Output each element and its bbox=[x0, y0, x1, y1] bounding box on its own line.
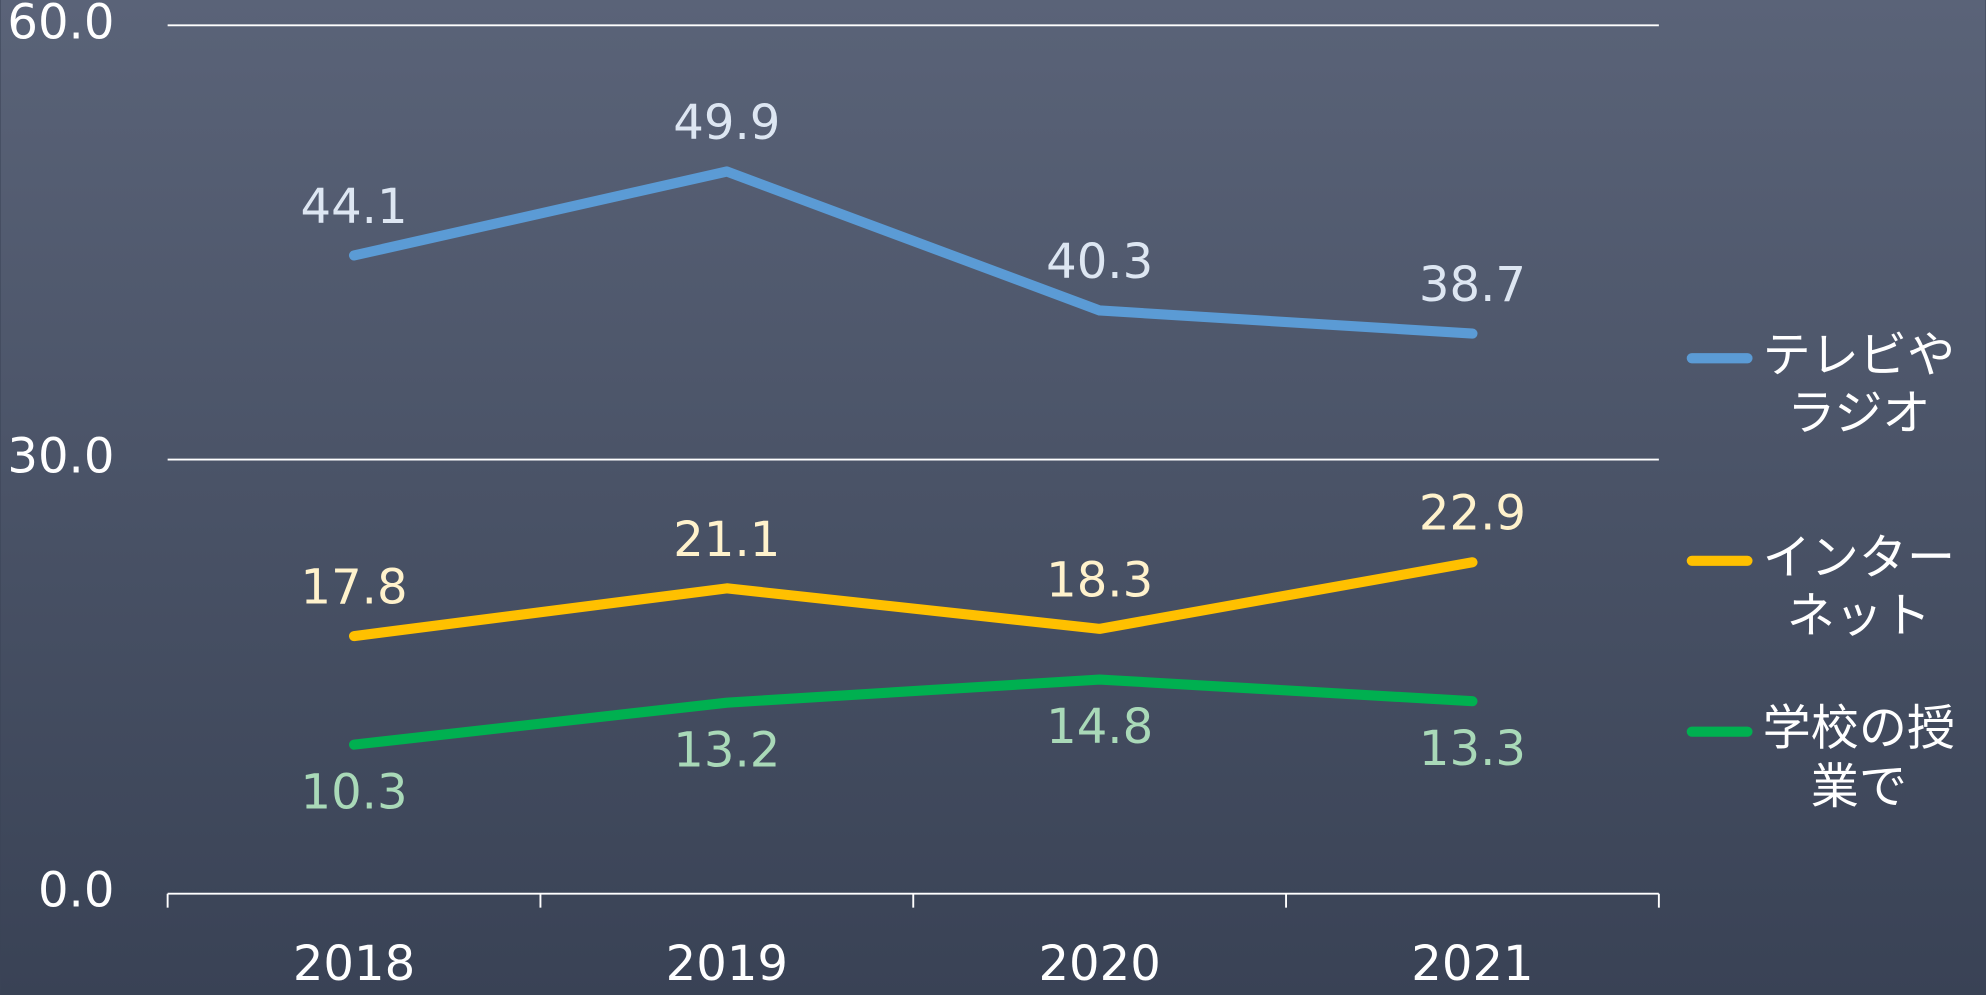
data-label: 49.9 bbox=[673, 95, 780, 151]
data-label: 10.3 bbox=[300, 764, 407, 820]
data-label: 38.7 bbox=[1419, 257, 1526, 313]
data-label: 21.1 bbox=[673, 512, 780, 568]
y-tick-label: 30.0 bbox=[7, 429, 114, 485]
data-label: 44.1 bbox=[300, 179, 407, 235]
x-axis bbox=[166, 893, 1660, 908]
y-tick-label: 0.0 bbox=[38, 863, 114, 919]
series-line bbox=[348, 557, 1478, 642]
series-line bbox=[348, 674, 1478, 750]
series-line bbox=[348, 166, 1478, 339]
data-label: 40.3 bbox=[1046, 234, 1153, 290]
x-tick-label: 2021 bbox=[1411, 936, 1533, 992]
data-label: 13.2 bbox=[673, 722, 780, 778]
data-label: 22.9 bbox=[1419, 486, 1526, 542]
data-label: 17.8 bbox=[300, 560, 407, 616]
data-label: 14.8 bbox=[1046, 699, 1153, 755]
legend-label: テレビやラジオ bbox=[1763, 327, 1955, 441]
data-label: 18.3 bbox=[1046, 552, 1153, 608]
legend-label: 学校の授業で bbox=[1763, 701, 1955, 815]
y-tick-label: 60.0 bbox=[7, 0, 114, 50]
x-tick-label: 2020 bbox=[1038, 936, 1160, 992]
legend-label: インターネット bbox=[1763, 530, 1955, 644]
data-label: 13.3 bbox=[1419, 721, 1526, 777]
x-tick-label: 2018 bbox=[293, 936, 415, 992]
x-tick-label: 2019 bbox=[666, 936, 788, 992]
